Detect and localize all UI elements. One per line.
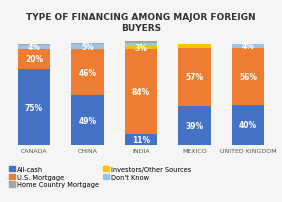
Text: 46%: 46%: [78, 68, 96, 77]
Text: 3%: 3%: [135, 43, 147, 53]
Bar: [179, 44, 211, 48]
Text: 84%: 84%: [132, 87, 150, 96]
Bar: [125, 46, 157, 49]
Text: 75%: 75%: [25, 103, 43, 112]
Bar: [125, 41, 157, 43]
Bar: [232, 48, 264, 105]
Text: 57%: 57%: [186, 73, 204, 82]
Bar: [125, 43, 157, 46]
Title: TYPE OF FINANCING AMONG MAJOR FOREIGN
BUYERS: TYPE OF FINANCING AMONG MAJOR FOREIGN BU…: [26, 13, 256, 33]
Bar: [232, 44, 264, 48]
Bar: [18, 44, 50, 45]
Bar: [71, 49, 103, 96]
Text: 49%: 49%: [78, 116, 96, 125]
Text: 56%: 56%: [239, 72, 257, 81]
Bar: [125, 134, 157, 145]
Text: 20%: 20%: [25, 55, 43, 64]
Legend: All-cash, U.S. Mortgage, Home Country Mortgage, Investors/Other Sources, Don't K: All-cash, U.S. Mortgage, Home Country Mo…: [9, 166, 191, 187]
Bar: [179, 106, 211, 145]
Bar: [71, 44, 103, 49]
Bar: [232, 105, 264, 145]
Bar: [71, 43, 103, 44]
Text: 11%: 11%: [132, 135, 150, 144]
Bar: [179, 48, 211, 106]
Bar: [18, 49, 50, 70]
Text: 39%: 39%: [186, 121, 204, 130]
Text: 4%: 4%: [28, 43, 40, 52]
Bar: [18, 45, 50, 49]
Text: 5%: 5%: [81, 42, 94, 52]
Bar: [18, 70, 50, 145]
Text: 4%: 4%: [242, 42, 254, 51]
Text: 40%: 40%: [239, 121, 257, 130]
Bar: [71, 96, 103, 145]
Bar: [125, 49, 157, 134]
